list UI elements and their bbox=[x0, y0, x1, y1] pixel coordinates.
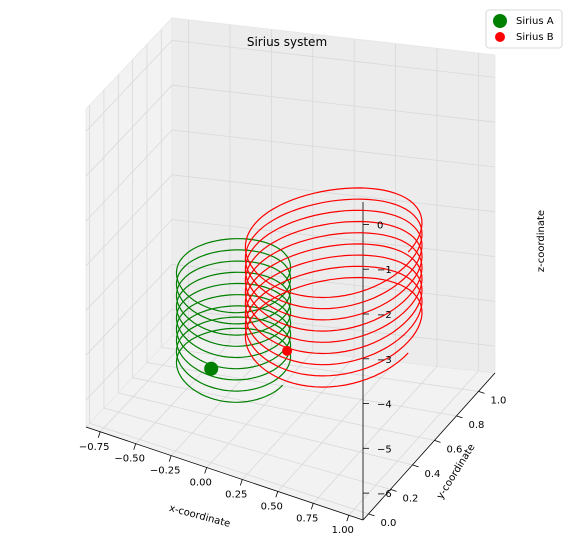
y-tick-mark bbox=[390, 489, 397, 492]
x-tick-mark bbox=[168, 455, 172, 462]
grid-line-z-left bbox=[85, 40, 173, 132]
grid-line-z-left bbox=[85, 129, 173, 222]
grid-line-y-floor bbox=[118, 392, 413, 466]
z-tick-label: −5 bbox=[377, 444, 392, 455]
grid-line-z-left bbox=[85, 84, 173, 177]
grid-line-z-back bbox=[171, 129, 496, 168]
z-tick-label: −2 bbox=[377, 310, 392, 321]
grid-line-z-left bbox=[85, 219, 173, 311]
grid-line-z-back bbox=[171, 84, 496, 123]
y-tick-label: 0.4 bbox=[425, 469, 441, 480]
x-axis-line bbox=[85, 426, 364, 521]
y-tick-mark bbox=[368, 513, 375, 517]
grid-line-y-floor bbox=[103, 407, 391, 490]
x-axis-label: x-coordinate bbox=[168, 503, 232, 530]
orbit-turn-sirius-b bbox=[244, 265, 423, 377]
grid-line-x-floor bbox=[99, 337, 189, 433]
z-tick-label: −6 bbox=[377, 489, 392, 500]
y-tick-mark bbox=[434, 440, 441, 443]
grid-line-x-floor bbox=[206, 351, 314, 468]
grid-line-x-floor bbox=[277, 361, 396, 492]
z-tick-label: 0 bbox=[377, 220, 383, 231]
y-tick-label: 1.0 bbox=[491, 395, 507, 406]
grid-line-z-left bbox=[85, 308, 173, 401]
x-tick-label: 1.00 bbox=[332, 525, 354, 536]
x-tick-mark bbox=[239, 479, 243, 486]
x-tick-label: 0.00 bbox=[190, 478, 212, 489]
grid-line-x-floor bbox=[170, 347, 272, 456]
orbit-turn-sirius-a bbox=[175, 294, 292, 370]
x-tick-mark bbox=[275, 491, 279, 498]
grid-line-z-left bbox=[85, 174, 173, 267]
z-tick-label: −4 bbox=[377, 400, 392, 411]
orbit-turn-sirius-a bbox=[175, 316, 292, 392]
orbit-turn-sirius-a bbox=[175, 305, 292, 381]
grid-line-x-floor bbox=[348, 370, 479, 516]
legend-label-sirius-a: Sirius A bbox=[516, 16, 554, 27]
legend-marker-sirius-a bbox=[493, 14, 507, 28]
grid-line-z-left bbox=[85, 264, 173, 356]
grid-line-y-floor bbox=[146, 362, 457, 417]
x-tick-mark bbox=[204, 467, 208, 474]
grid-line-z-back bbox=[171, 219, 496, 257]
y-tick-label: 0.2 bbox=[403, 493, 419, 504]
orbit-paths bbox=[175, 187, 423, 403]
y-tick-mark bbox=[412, 464, 419, 468]
y-tick-mark bbox=[478, 391, 485, 394]
x-tick-mark bbox=[310, 503, 314, 510]
marker-sirius-b bbox=[282, 345, 293, 356]
grid-line-x-floor bbox=[313, 366, 438, 504]
grid-line-z-back bbox=[171, 40, 496, 78]
z-tick-label: −1 bbox=[377, 265, 392, 276]
grid-lines bbox=[85, 19, 496, 516]
y-tick-label: 0.0 bbox=[381, 518, 397, 529]
orbit-turn-sirius-a bbox=[175, 260, 292, 336]
grid-line-y-floor bbox=[132, 377, 435, 441]
orbit-turn-sirius-b bbox=[244, 198, 423, 310]
x-tick-label: −0.50 bbox=[114, 454, 145, 465]
x-tick-mark bbox=[133, 443, 137, 450]
star-markers bbox=[204, 345, 293, 376]
x-tick-label: −0.75 bbox=[79, 442, 110, 453]
x-tick-label: 0.75 bbox=[296, 513, 318, 524]
orbit-turn-sirius-b bbox=[244, 243, 423, 355]
orbit-turn-sirius-a bbox=[175, 327, 292, 403]
y-tick-mark bbox=[456, 415, 463, 419]
grid-line-z-back bbox=[171, 263, 496, 302]
grid-line-z-back bbox=[171, 174, 496, 213]
orbit-turn-sirius-b bbox=[244, 187, 423, 299]
legend-marker-sirius-b bbox=[495, 32, 505, 42]
orbit-turn-sirius-b bbox=[244, 220, 423, 332]
orbit-turn-sirius-a bbox=[175, 271, 292, 347]
orbit-turn-sirius-b bbox=[244, 232, 423, 343]
y-axis-line bbox=[362, 372, 496, 521]
grid-line-y-floor bbox=[89, 422, 369, 515]
grid-line-x-floor bbox=[242, 356, 355, 480]
orbit-turn-sirius-a bbox=[175, 282, 292, 359]
grid-line-z-back bbox=[171, 308, 496, 347]
orbit-turn-sirius-b bbox=[244, 209, 423, 321]
x-tick-label: −0.25 bbox=[150, 466, 181, 477]
legend: Sirius A Sirius B bbox=[485, 9, 563, 49]
legend-label-sirius-b: Sirius B bbox=[516, 32, 554, 43]
x-tick-label: 0.50 bbox=[261, 501, 283, 512]
marker-sirius-a bbox=[204, 361, 219, 376]
tick-labels: −0.75−0.50−0.250.000.250.500.751.000.00.… bbox=[79, 220, 507, 536]
y-tick-label: 0.6 bbox=[447, 444, 463, 455]
x-tick-mark bbox=[97, 431, 101, 438]
orbit-turn-sirius-a bbox=[175, 249, 292, 325]
chart-title: Sirius system bbox=[247, 35, 327, 49]
orbit-turn-sirius-b bbox=[244, 276, 423, 388]
z-axis-label: z-coordinate bbox=[536, 210, 547, 272]
x-tick-label: 0.25 bbox=[225, 490, 247, 501]
z-tick-label: −3 bbox=[377, 355, 392, 366]
x-tick-mark bbox=[346, 515, 350, 522]
orbit-turn-sirius-b bbox=[244, 254, 423, 366]
y-tick-label: 0.8 bbox=[469, 420, 485, 431]
orbit-turn-sirius-a bbox=[175, 238, 292, 314]
grid-line-x-floor bbox=[135, 342, 231, 444]
